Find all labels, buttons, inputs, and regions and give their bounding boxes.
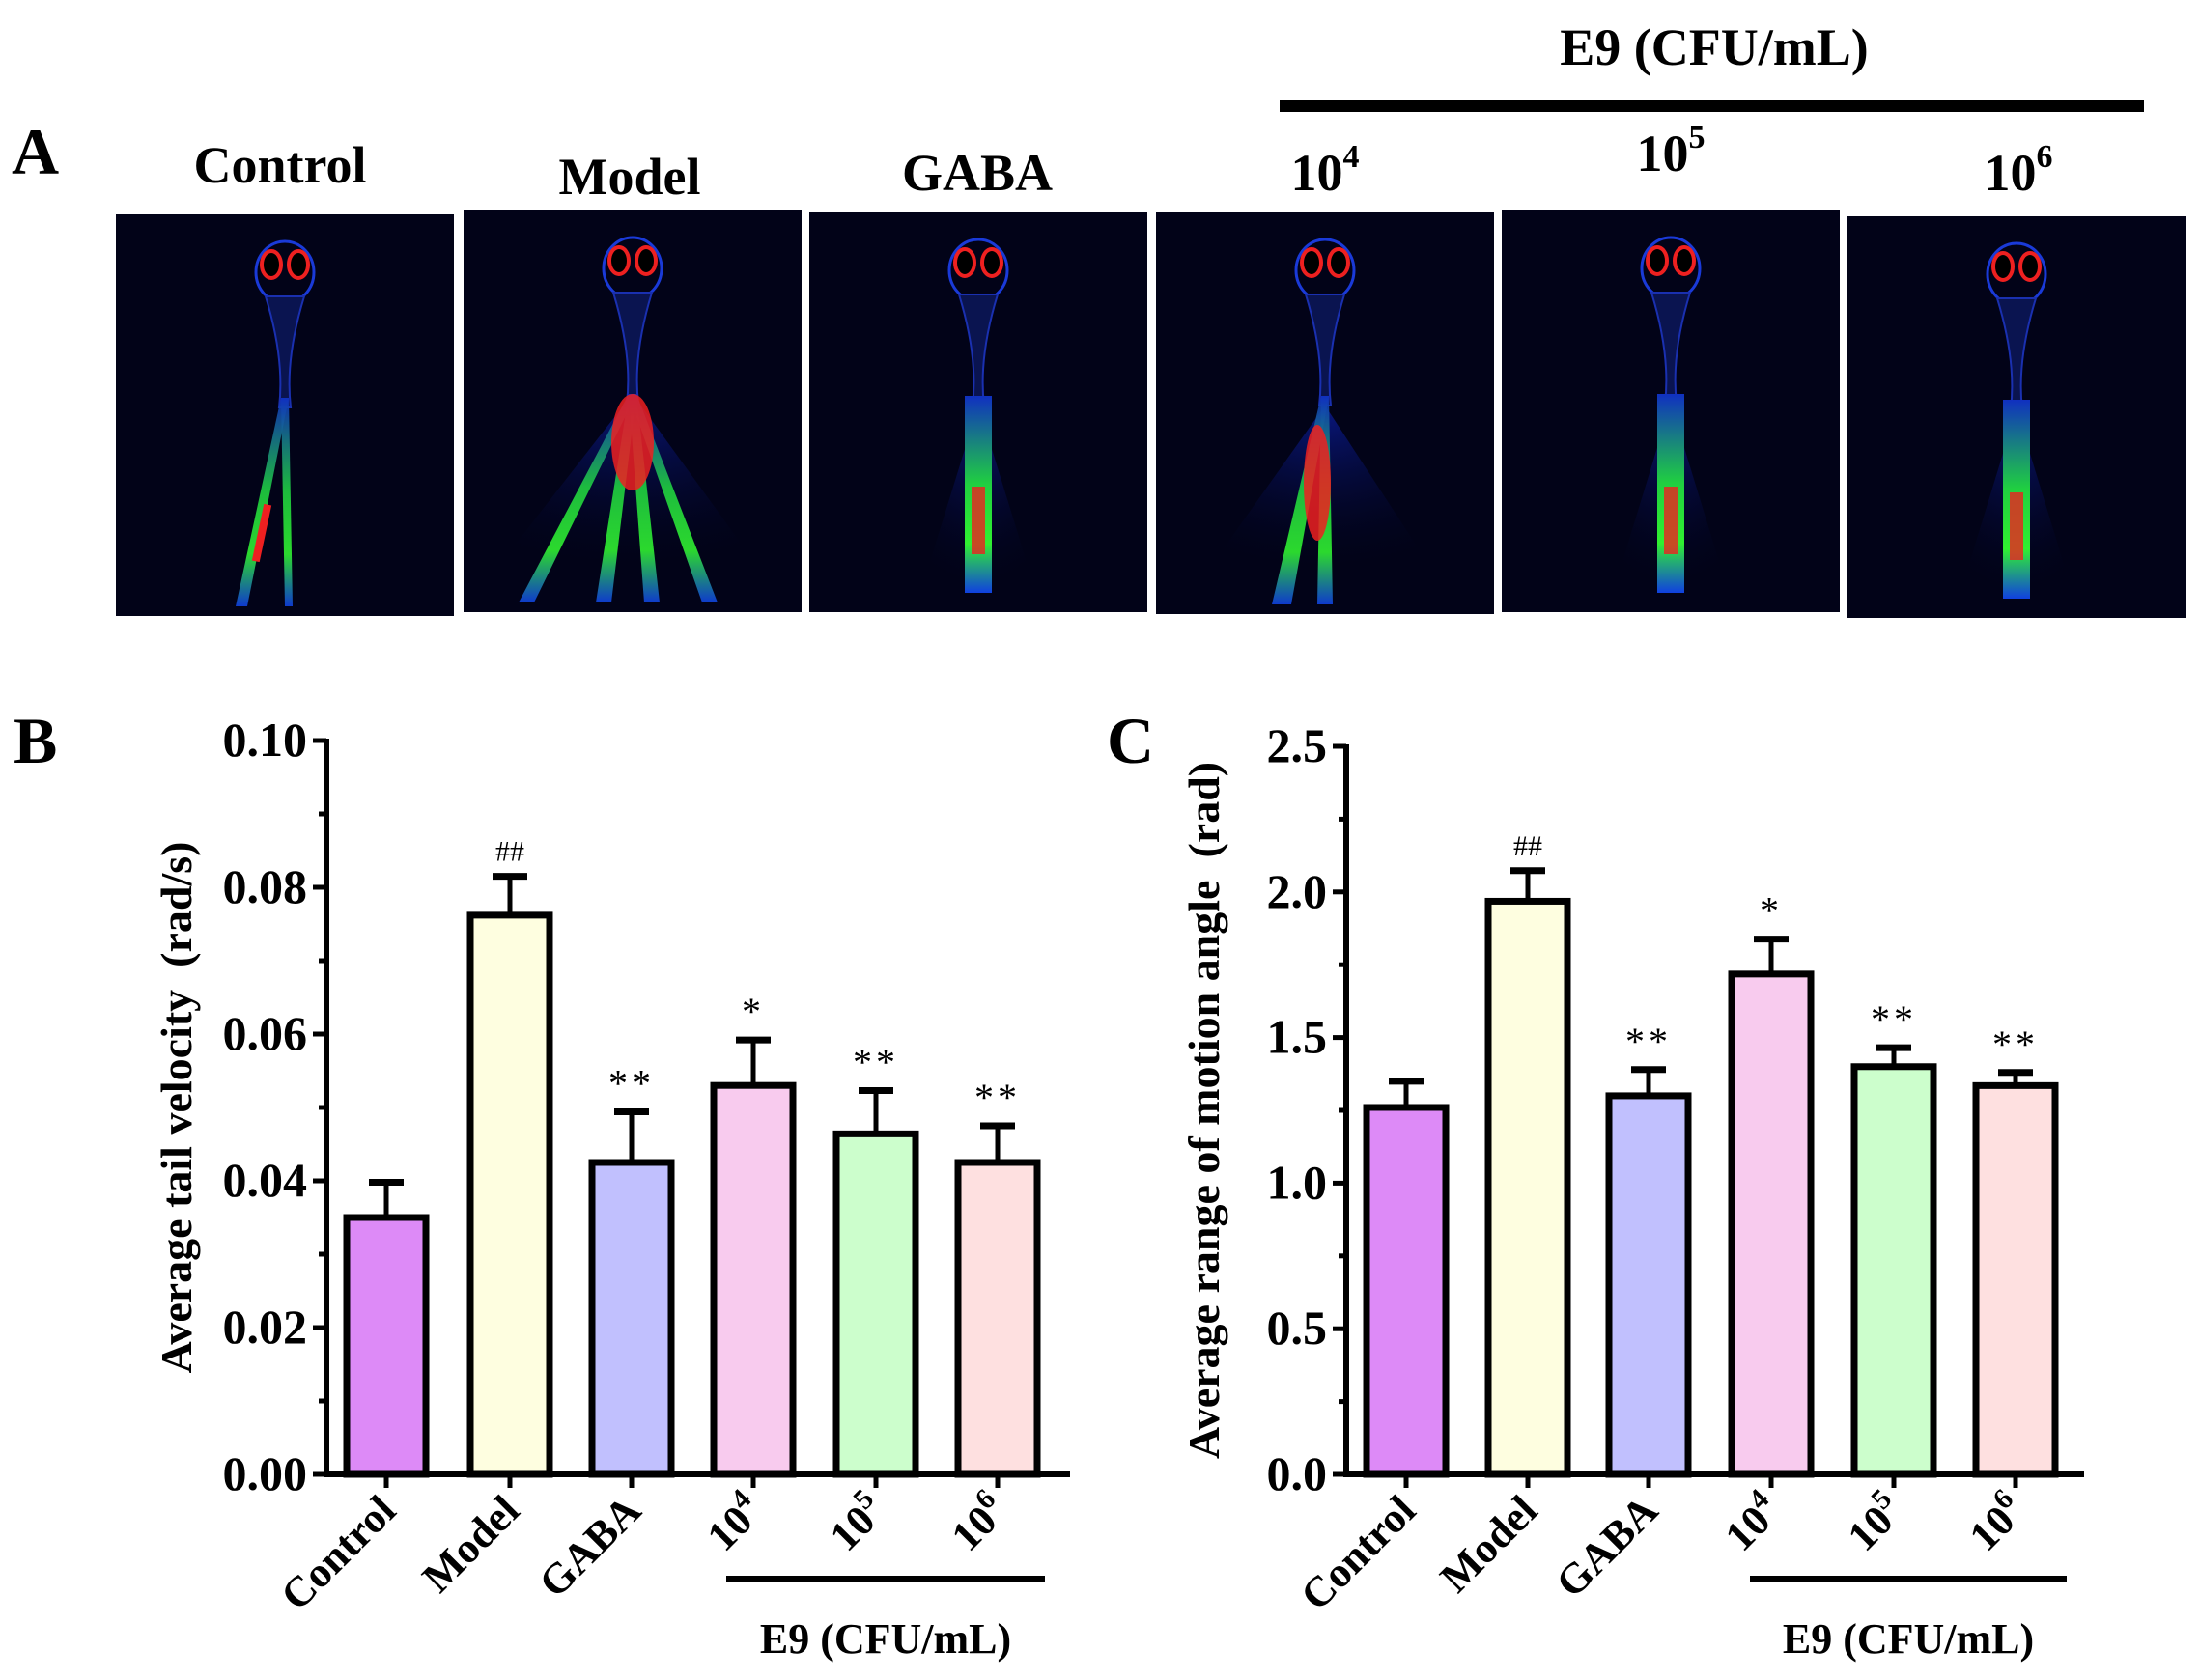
e9-group-bracket [1750,1576,2067,1582]
bar-Model [1484,897,1571,1478]
x-category-label: 106 [1957,1483,2034,1560]
image-title-3: 104 [1290,139,1360,203]
x-category-label: Control [1291,1486,1424,1619]
y-axis-label: Average range of motion angle (rad) [1179,762,1228,1459]
bar-10^4 [710,1081,797,1478]
zebrafish-heatmap-image [1847,216,2186,618]
significance-marker: ** [853,1041,899,1084]
bar-10^6 [954,1159,1041,1478]
image-title-text: Control [193,136,367,194]
zebrafish-heatmap-image [1502,210,1840,612]
significance-marker: * [742,990,765,1033]
bar-10^6 [1972,1081,2059,1478]
y-tick-label: 0.0 [1267,1446,1328,1500]
y-tick-label: 0.08 [223,859,308,913]
panel-b-letter: B [14,704,58,777]
x-category-label: 104 [1712,1483,1790,1560]
image-title-0: Control [193,135,366,195]
image-title-text: Model [558,148,701,206]
y-tick-label: 0.04 [223,1153,308,1207]
significance-marker: ## [1513,830,1542,862]
e9-group-bracket [726,1576,1045,1582]
image-title-exponent: 4 [1342,139,1360,175]
significance-marker: ** [974,1076,1021,1119]
panel-c-letter: C [1107,704,1155,777]
y-tick-label: 0.00 [223,1446,308,1500]
x-category-label: 105 [1835,1483,1912,1560]
image-title-5: 106 [1984,139,2053,203]
x-category-label: GABA [1547,1486,1668,1607]
image-title-text: 10 [1984,144,2037,202]
y-axis-label: Average tail velocity (rad/s) [152,842,201,1374]
significance-marker: ** [1992,1022,2039,1066]
bar-Control [1363,1104,1450,1478]
e9-group-bracket [1280,100,2144,112]
y-tick-label: 2.5 [1267,718,1328,772]
significance-marker: ** [1625,1020,1672,1063]
image-title-text: GABA [901,144,1054,202]
e9-group-label: E9 (CFU/mL) [1783,1615,2034,1663]
bar-Control [343,1214,430,1478]
zebrafish-heatmap-image [116,214,454,616]
y-tick-label: 0.02 [223,1300,308,1354]
significance-marker: ** [1871,997,1917,1041]
zebrafish-heatmap-image [1156,212,1494,614]
image-title-text: 10 [1290,144,1343,202]
y-tick-label: 1.5 [1267,1010,1328,1064]
image-title-exponent: 5 [1688,120,1706,155]
bar-10^5 [1850,1063,1937,1478]
image-title-1: Model [559,147,701,207]
image-title-2: GABA [902,143,1053,203]
panel-a-letter: A [12,115,60,188]
bar-GABA [1605,1092,1692,1478]
image-title-exponent: 6 [2036,139,2053,175]
image-title-4: 105 [1636,120,1706,183]
e9-group-label: E9 (CFU/mL) [1560,18,1869,76]
significance-marker: ** [608,1062,655,1106]
bar-10^4 [1728,970,1815,1478]
e9-group-label: E9 (CFU/mL) [760,1615,1011,1663]
image-title-text: 10 [1636,125,1689,182]
significance-marker: ## [495,836,524,868]
significance-marker: * [1760,889,1783,933]
zebrafish-heatmap-image [464,210,802,612]
zebrafish-heatmap-image [809,212,1147,612]
y-tick-label: 0.10 [223,713,308,767]
y-tick-label: 2.0 [1267,864,1328,918]
y-tick-label: 1.0 [1267,1155,1328,1209]
y-tick-label: 0.5 [1267,1301,1328,1355]
bar-GABA [588,1159,675,1478]
x-category-label: Model [1431,1486,1546,1601]
y-tick-label: 0.06 [223,1006,308,1060]
